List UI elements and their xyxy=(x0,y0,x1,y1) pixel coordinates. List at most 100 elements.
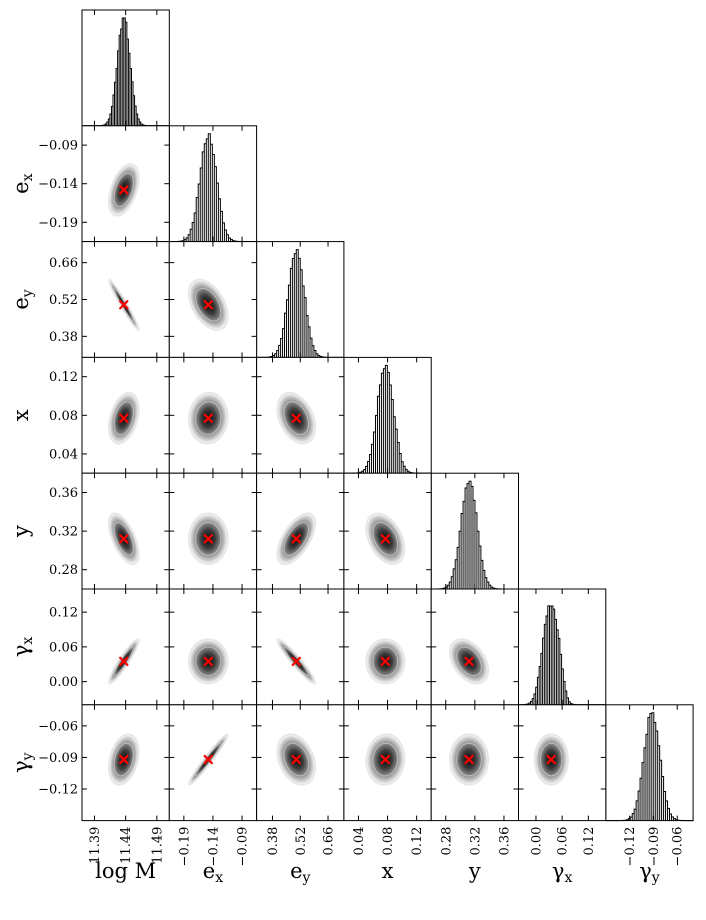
y-tick-label: −0.12 xyxy=(38,783,78,798)
density-contour-mid xyxy=(283,401,310,436)
density-contour-outer xyxy=(449,638,490,685)
density-contour-outer xyxy=(276,391,317,445)
density-contour-mid xyxy=(195,287,222,322)
density-panel-y-vs-ey xyxy=(256,472,345,590)
density-contour-outer xyxy=(533,733,569,786)
row-label-subscript: y xyxy=(20,752,36,761)
truth-marker-icon xyxy=(203,534,213,544)
x-tick-label: 11.49 xyxy=(150,827,165,864)
density-panel-gx-vs-ex xyxy=(168,588,258,706)
density-contour-mid xyxy=(113,742,134,777)
density-contour-mid xyxy=(372,646,399,677)
marker-cross xyxy=(380,656,391,667)
density-contour-mid xyxy=(113,521,134,556)
truth-marker-icon xyxy=(546,754,556,765)
density-contour-mid xyxy=(195,521,222,556)
marker-cross xyxy=(291,754,301,765)
x-tick-label: −0.09 xyxy=(236,827,251,867)
y-tick-label: 0.38 xyxy=(49,330,78,345)
density-contour-outer xyxy=(365,638,406,685)
panel-background xyxy=(518,589,606,705)
density-panel-x-vs-ey xyxy=(256,356,345,474)
column-label-subscript: y xyxy=(302,870,311,886)
marker-cross xyxy=(119,185,129,195)
y-tick-label: −0.09 xyxy=(38,139,78,154)
density-contour-mid xyxy=(372,742,399,777)
truth-marker-icon xyxy=(291,534,301,544)
y-tick-label: −0.14 xyxy=(38,177,78,192)
x-tick-label: 0.12 xyxy=(582,827,597,856)
density-contour-outer xyxy=(108,512,140,566)
column-label-subscript: x xyxy=(215,870,223,886)
marker-cross xyxy=(203,534,213,544)
marker-cross xyxy=(291,656,301,667)
density-contour-outer xyxy=(276,512,317,566)
truth-marker-icon xyxy=(291,754,301,765)
density-contour-mid xyxy=(456,646,482,677)
density-panel-gy-vs-x xyxy=(343,704,432,822)
density-contour-outer xyxy=(449,733,490,786)
density-panel-gx-vs-ey xyxy=(256,588,345,706)
column-label-ey: ey xyxy=(290,859,310,886)
row-label-ex: ex xyxy=(9,173,36,193)
marker-cross xyxy=(464,754,474,765)
column-label-logM: log M xyxy=(95,859,156,883)
marker-cross xyxy=(119,300,129,310)
marker-cross xyxy=(203,656,213,667)
y-tick-label: 0.52 xyxy=(49,293,78,308)
row-label-x: x xyxy=(9,409,33,421)
panel-background xyxy=(82,589,170,705)
density-contour-mid xyxy=(195,646,222,677)
y-tick-label: 0.32 xyxy=(49,525,78,540)
marker-cross xyxy=(380,754,391,765)
tick-marks xyxy=(82,10,678,821)
density-panel-gx-vs-x xyxy=(343,588,432,706)
density-panel-x-vs-logM xyxy=(81,356,170,474)
marker-cross xyxy=(119,534,129,544)
column-label-y: y xyxy=(468,859,481,883)
density-contour-outer xyxy=(365,733,406,786)
truth-marker-icon xyxy=(380,754,391,765)
truth-marker-icon xyxy=(119,534,129,544)
row-label-subscript: x xyxy=(20,637,36,645)
density-contour-mid xyxy=(195,401,222,436)
x-tick-label: −0.14 xyxy=(206,827,221,867)
column-label-subscript: x xyxy=(564,870,572,886)
density-contour-mid xyxy=(283,521,310,556)
marker-cross xyxy=(203,300,213,310)
row-axis: −0.09 −0.14 −0.19 ex 0.66 0.52 0.38 ey 0.12 0.08 0… xyxy=(9,139,78,798)
truth-marker-icon xyxy=(380,534,391,544)
x-tick-label: 0.06 xyxy=(556,827,571,856)
density-panel-gy-vs-gx xyxy=(518,704,607,822)
column-label-gx: γx xyxy=(552,859,573,886)
density-contour-outer xyxy=(187,638,229,685)
y-tick-label: 0.00 xyxy=(49,675,78,690)
truth-marker-icon xyxy=(464,754,474,765)
row-label-subscript: x xyxy=(20,173,36,181)
density-panel-ey-vs-ex xyxy=(168,241,258,358)
truth-marker-icon xyxy=(203,754,213,765)
density-panel-gx-vs-y xyxy=(430,588,520,706)
diagonal-panel-logM xyxy=(81,9,170,127)
row-label-subscript: y xyxy=(20,289,36,298)
x-tick-label: 0.32 xyxy=(468,827,483,856)
density-contour-mid xyxy=(456,742,482,777)
truth-marker-icon xyxy=(291,413,301,423)
density-contour-outer xyxy=(108,733,140,786)
diagonal-panel-x xyxy=(343,356,432,474)
diagonal-panel-ex xyxy=(168,125,258,243)
y-tick-label: −0.09 xyxy=(38,751,78,766)
truth-marker-icon xyxy=(119,754,129,765)
x-tick-label: −0.19 xyxy=(177,827,192,867)
x-tick-label: 0.38 xyxy=(266,827,281,856)
y-tick-label: 0.12 xyxy=(49,370,78,385)
density-contour-outer xyxy=(108,391,140,445)
y-tick-label: 0.66 xyxy=(49,256,78,271)
y-tick-label: −0.06 xyxy=(38,719,78,734)
y-tick-label: 0.36 xyxy=(49,486,78,501)
truth-marker-icon xyxy=(119,185,129,195)
density-panel-y-vs-ex xyxy=(168,472,258,590)
x-tick-label: −0.06 xyxy=(671,827,686,867)
y-tick-label: 0.06 xyxy=(49,640,78,655)
